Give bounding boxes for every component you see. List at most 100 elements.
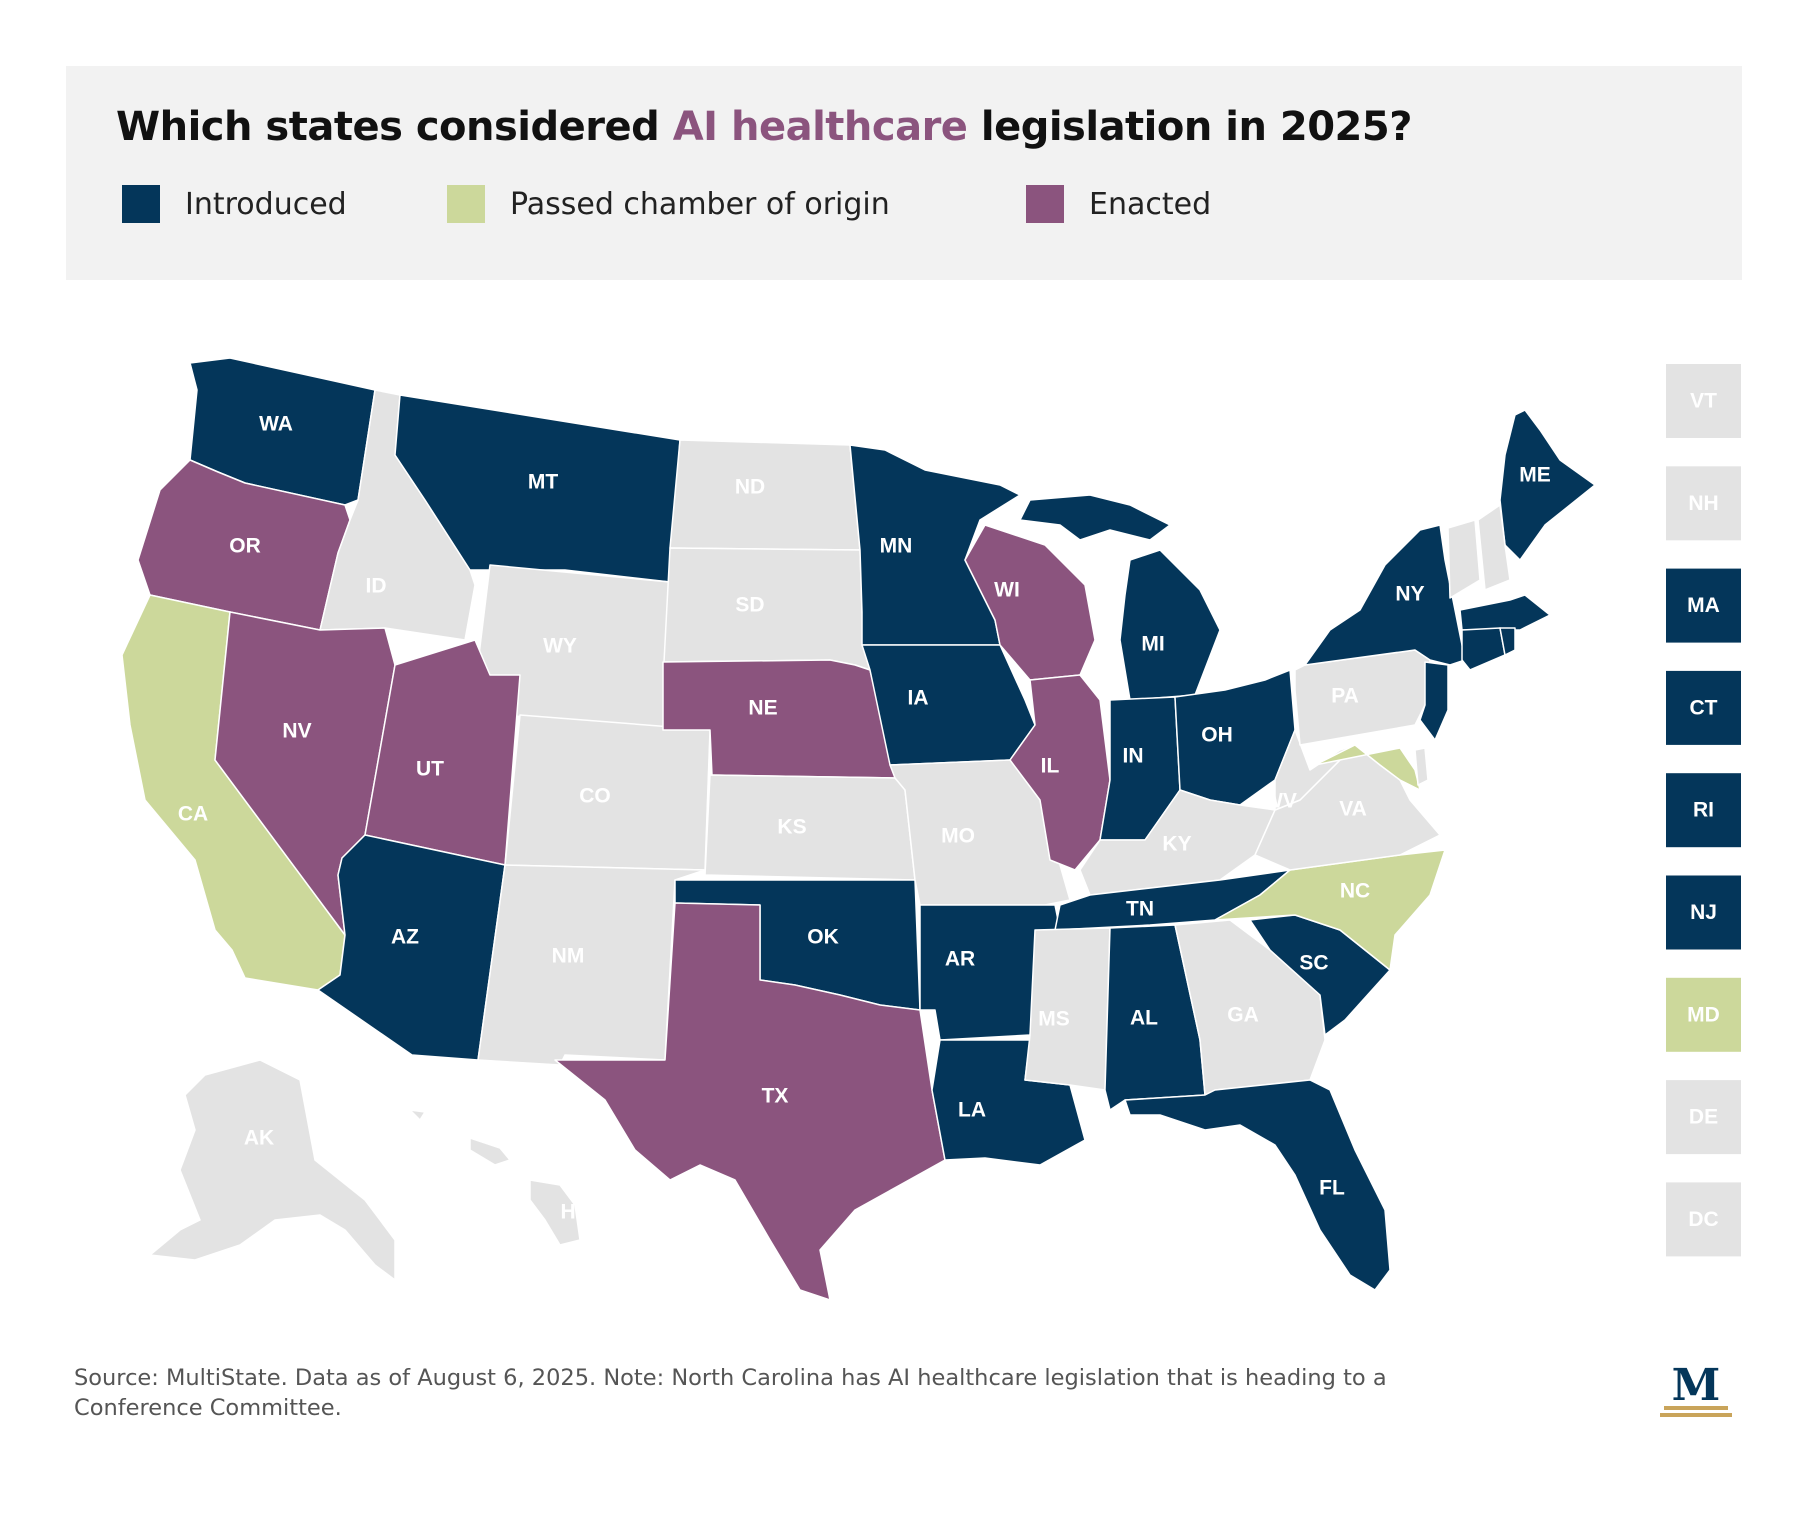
- states-layer: [121, 357, 1596, 1301]
- small-state-label-md: MD: [1687, 1003, 1720, 1026]
- logo-bar-top: [1664, 1406, 1728, 1410]
- legend-label-enacted: Enacted: [1089, 186, 1212, 222]
- state-shape-nh: [1477, 504, 1511, 591]
- state-label-ca: CA: [178, 803, 208, 826]
- state-label-ky: KY: [1162, 833, 1191, 856]
- logo-letter: M: [1672, 1362, 1721, 1411]
- state-shape-fl: [1124, 1079, 1391, 1291]
- small-state-box-nj: [1666, 875, 1741, 950]
- legend-item-enacted: Enacted: [1026, 184, 1211, 224]
- small-state-label-nj: NJ: [1690, 901, 1717, 924]
- state-shape-md: [1314, 744, 1421, 791]
- state-label-ks: KS: [777, 816, 806, 839]
- small-state-label-nh: NH: [1688, 492, 1718, 515]
- small-state-box-dc: [1666, 1182, 1741, 1257]
- state-label-nd: ND: [735, 476, 765, 499]
- state-label-tx: TX: [762, 1085, 789, 1108]
- legend-item-passed: Passed chamber of origin: [447, 184, 890, 224]
- state-shape-ks: [704, 774, 916, 881]
- state-label-or: OR: [229, 535, 261, 558]
- state-label-ar: AR: [945, 948, 975, 971]
- state-label-az: AZ: [391, 926, 419, 949]
- source-note: Source: MultiState. Data as of August 6,…: [74, 1365, 1387, 1421]
- state-label-nv: NV: [282, 720, 311, 743]
- state-label-ok: OK: [807, 926, 839, 949]
- small-state-label-ct: CT: [1690, 696, 1718, 719]
- state-label-fl: FL: [1319, 1177, 1345, 1200]
- state-shape-tx: [554, 902, 946, 1301]
- state-label-tn: TN: [1126, 898, 1154, 921]
- state-shape-nm: [477, 864, 706, 1066]
- small-state-box-de: [1666, 1080, 1741, 1155]
- legend-swatch-enacted: [1026, 185, 1064, 223]
- state-label-nm: NM: [552, 945, 585, 968]
- state-label-mt: MT: [528, 471, 558, 494]
- state-label-sc: SC: [1299, 952, 1328, 975]
- small-state-label-ma: MA: [1687, 594, 1720, 617]
- small-state-box-ct: [1666, 670, 1741, 745]
- us-map: WA OR CA ID NV MT WY UT AZ CO NM ND SD NE KS OK TX MN IA MO…: [121, 357, 1741, 1301]
- state-label-id: ID: [366, 575, 387, 598]
- state-label-ga: GA: [1227, 1004, 1259, 1027]
- state-label-ms: MS: [1038, 1008, 1070, 1031]
- state-label-wy: WY: [543, 635, 577, 658]
- state-label-pa: PA: [1331, 685, 1359, 708]
- state-shape-ak: [149, 1059, 396, 1281]
- state-shape-nc: [1214, 849, 1446, 971]
- state-shape-ct: [1461, 627, 1506, 671]
- state-shape-ri: [1499, 627, 1516, 656]
- state-label-sd: SD: [735, 594, 764, 617]
- title-text-after: legislation in 2025?: [967, 104, 1413, 150]
- state-label-mi: MI: [1141, 633, 1164, 656]
- multistate-logo: M: [1660, 1362, 1732, 1417]
- state-shape-ga: [1174, 919, 1326, 1096]
- state-label-ia: IA: [908, 687, 929, 710]
- state-labels-layer: WA OR CA ID NV MT WY UT AZ CO NM ND SD NE KS OK TX MN IA MO…: [178, 413, 1551, 1224]
- state-label-in: IN: [1123, 745, 1144, 768]
- legend-item-introduced: Introduced: [122, 184, 347, 224]
- legend-swatch-introduced: [122, 185, 160, 223]
- state-label-il: IL: [1041, 755, 1060, 778]
- state-shape-nj: [1419, 661, 1449, 741]
- state-label-wa: WA: [259, 413, 293, 436]
- state-label-me: ME: [1519, 464, 1551, 487]
- state-shape-sd: [663, 547, 871, 671]
- state-shape-hi: [409, 1109, 581, 1246]
- state-label-oh: OH: [1201, 724, 1233, 747]
- state-label-al: AL: [1130, 1007, 1158, 1030]
- legend-swatch-passed: [447, 185, 485, 223]
- logo-bar-bottom: [1660, 1413, 1732, 1417]
- legend-label-passed: Passed chamber of origin: [510, 186, 890, 222]
- state-shape-vt: [1447, 519, 1481, 599]
- state-shape-ia: [861, 644, 1036, 766]
- state-label-ne: NE: [748, 697, 777, 720]
- state-shape-ma: [1459, 594, 1551, 631]
- state-label-ut: UT: [416, 758, 444, 781]
- state-shape-ny: [1304, 524, 1466, 666]
- small-state-box-ma: [1666, 568, 1741, 643]
- small-state-box-md: [1666, 977, 1741, 1052]
- small-state-box-ri: [1666, 773, 1741, 848]
- state-label-hi: HI: [561, 1201, 582, 1224]
- state-shape-de: [1414, 747, 1429, 786]
- state-shape-il: [1009, 674, 1111, 871]
- small-state-label-de: DE: [1689, 1106, 1718, 1129]
- map-title: Which states considered AI healthcare le…: [116, 104, 1412, 150]
- title-highlight: AI healthcare: [672, 104, 968, 150]
- state-label-mn: MN: [880, 535, 913, 558]
- header-panel: Which states considered AI healthcare le…: [66, 66, 1742, 280]
- small-state-label-dc: DC: [1688, 1208, 1718, 1231]
- state-label-ny: NY: [1395, 583, 1424, 606]
- state-label-la: LA: [958, 1099, 986, 1122]
- small-state-label-vt: VT: [1690, 390, 1717, 413]
- title-text-before: Which states considered: [116, 104, 673, 150]
- state-label-co: CO: [579, 785, 611, 808]
- state-label-nc: NC: [1340, 880, 1370, 903]
- state-label-mo: MO: [941, 825, 975, 848]
- small-state-box-nh: [1666, 466, 1741, 541]
- small-state-box-vt: [1666, 364, 1741, 438]
- small-states-boxes: VT NH MA CT RI NJ MD DE DC: [1666, 364, 1741, 1257]
- small-state-label-ri: RI: [1693, 799, 1714, 822]
- state-label-va: VA: [1339, 798, 1367, 821]
- state-label-ak: AK: [244, 1127, 274, 1150]
